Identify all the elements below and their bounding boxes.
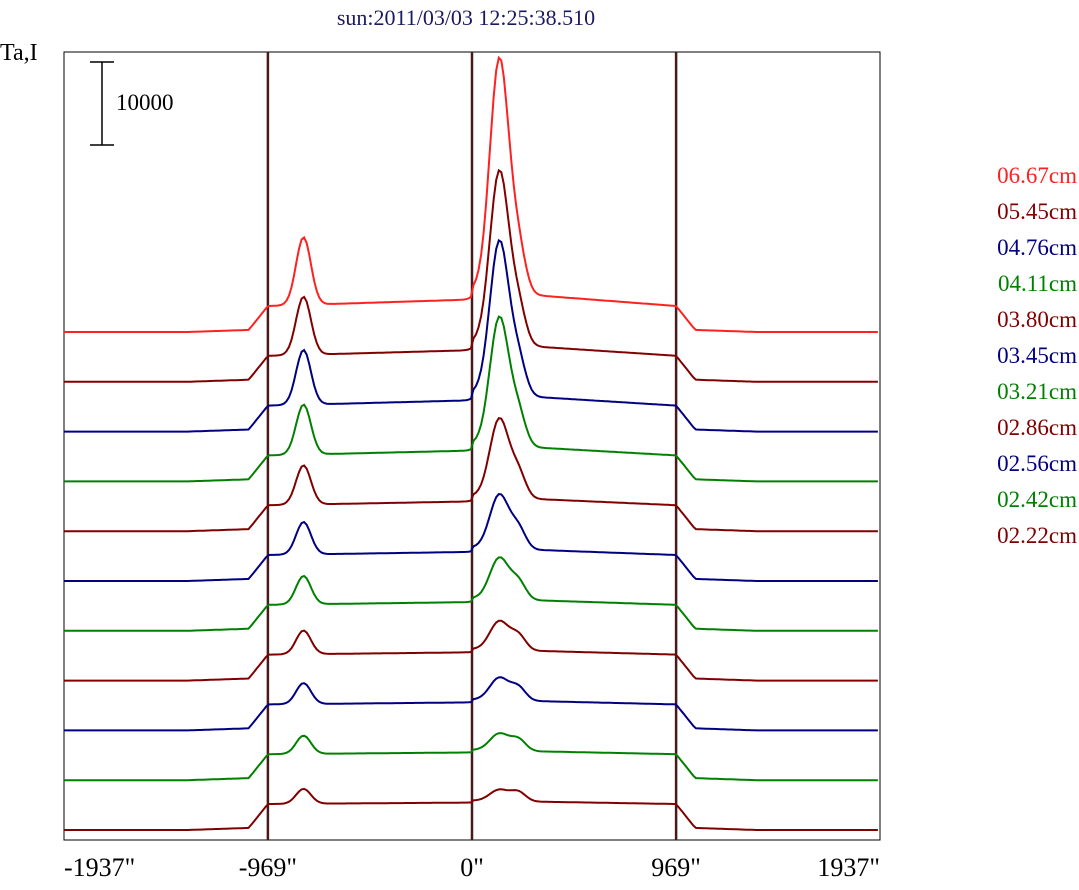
y-axis-label: Ta,I	[0, 40, 38, 66]
legend-entry: 06.67cm	[997, 163, 1077, 188]
legend-entry: 02.22cm	[997, 523, 1077, 548]
legend-entry: 03.80cm	[997, 307, 1077, 332]
legend-entry: 03.21cm	[997, 379, 1077, 404]
series-line-02.22cm	[64, 787, 878, 831]
legend-entry: 04.76cm	[997, 235, 1077, 260]
x-tick-label: -1937"	[64, 853, 135, 882]
x-tick-label: 969"	[651, 853, 701, 882]
scale-bar-label: 10000	[116, 90, 174, 115]
legend-entry: 02.86cm	[997, 415, 1077, 440]
series-line-02.86cm	[64, 619, 878, 682]
x-tick-label: 0"	[460, 853, 484, 882]
series-line-03.45cm	[64, 493, 878, 582]
legend-entry: 04.11cm	[998, 271, 1077, 296]
legend-entry: 02.42cm	[997, 487, 1077, 512]
legend-entry: 03.45cm	[997, 343, 1077, 368]
legend-entry: 05.45cm	[997, 199, 1077, 224]
x-tick-label: 1937"	[817, 853, 880, 882]
x-tick-label: -969"	[239, 853, 297, 882]
series-line-02.56cm	[64, 676, 878, 732]
series-line-03.80cm	[64, 416, 878, 533]
legend-entry: 02.56cm	[997, 451, 1077, 476]
series-line-04.11cm	[64, 315, 878, 483]
series-line-03.21cm	[64, 556, 878, 632]
series-line-05.45cm	[64, 168, 878, 383]
chart-title: sun:2011/03/03 12:25:38.510	[337, 5, 595, 30]
series-line-06.67cm	[64, 55, 878, 333]
scale-bar: 10000	[90, 61, 174, 146]
series-line-02.42cm	[64, 732, 878, 782]
series-line-04.76cm	[64, 238, 878, 433]
